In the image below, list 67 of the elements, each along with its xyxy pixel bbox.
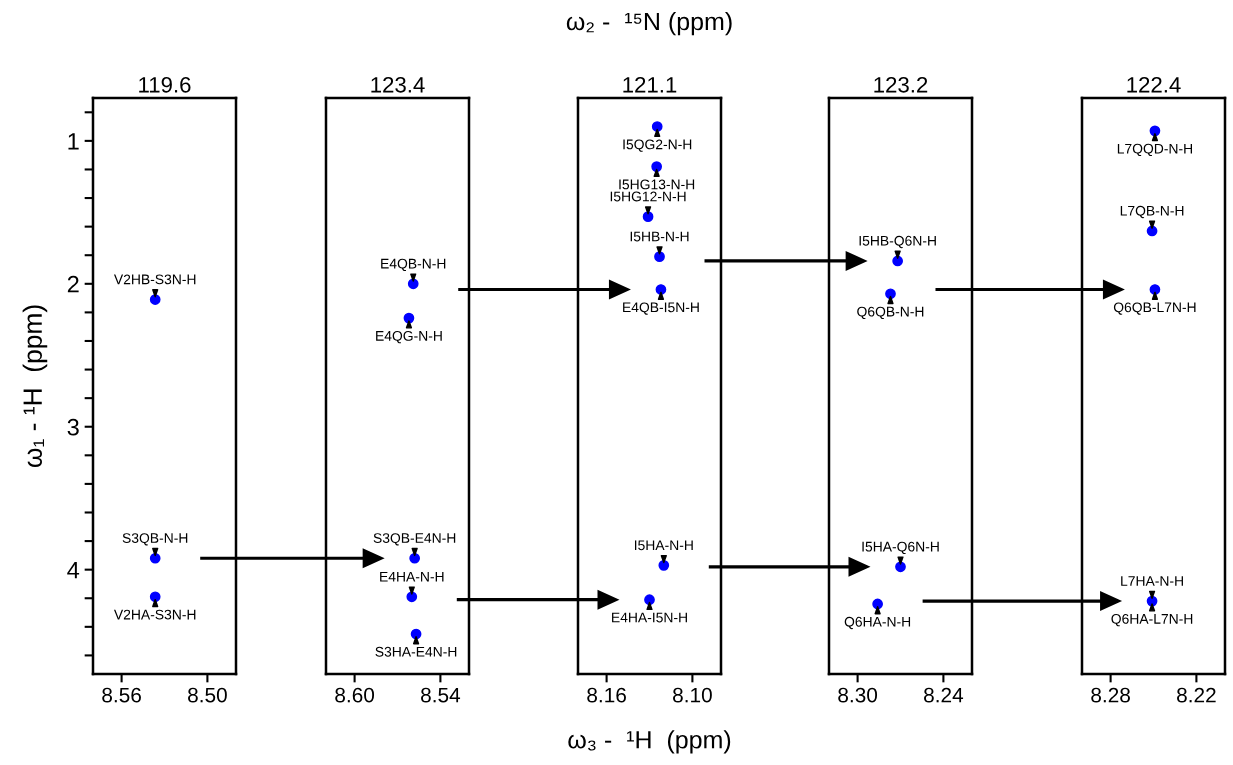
point bbox=[655, 284, 667, 295]
chart-title: 123.2 bbox=[874, 76, 928, 93]
chart-title: 123.4 bbox=[371, 76, 425, 93]
x-axis-title: ω₃ - ¹H (ppm) bbox=[568, 730, 731, 754]
annotation: S3HA-E4N-H bbox=[375, 646, 457, 657]
y-tick-label: 2 bbox=[67, 275, 79, 293]
point bbox=[644, 594, 655, 606]
x-tick-label: 8.22 bbox=[1177, 687, 1216, 703]
point bbox=[651, 121, 663, 132]
point bbox=[407, 278, 419, 290]
chart-title: 122.4 bbox=[1127, 76, 1181, 93]
annotation: E4QG-N-H bbox=[376, 330, 442, 344]
x-tick-label: 8.10 bbox=[673, 687, 712, 703]
point bbox=[658, 560, 670, 571]
annotation: S3QB-E4N-H bbox=[373, 533, 456, 546]
chart-subtitle: ω₂ - ¹⁵N (ppm) bbox=[566, 12, 732, 36]
point bbox=[149, 591, 161, 603]
point bbox=[895, 561, 906, 573]
annotation: L7HA-N-H bbox=[1121, 576, 1183, 586]
annotation: L7QQD-N-H bbox=[1117, 143, 1192, 157]
annotation: I5HA-Q6N-H bbox=[862, 541, 939, 555]
point bbox=[410, 628, 422, 640]
point bbox=[642, 211, 654, 222]
x-tick-label: 8.16 bbox=[587, 687, 626, 703]
x-tick-label: 8.24 bbox=[924, 687, 964, 703]
annotation: I5HG12-N-H bbox=[610, 191, 686, 202]
annotation: I5HB-N-H bbox=[630, 231, 689, 242]
annotation: L7QB-N-H bbox=[1120, 205, 1184, 219]
annotation: I5HA-N-H bbox=[634, 540, 693, 551]
point bbox=[892, 255, 903, 267]
annotation: E4QB-I5N-H bbox=[623, 302, 699, 315]
annotation: I5HG13-N-H bbox=[619, 179, 695, 190]
annotation: V2HB-S3N-H bbox=[113, 274, 196, 285]
annotation: Q6QB-N-H bbox=[857, 306, 924, 319]
annotation: S3QB-N-H bbox=[122, 533, 188, 546]
point bbox=[654, 251, 665, 263]
x-tick-label: 8.30 bbox=[838, 687, 878, 703]
y-tick-label: 4 bbox=[67, 561, 80, 579]
x-tick-label: 8.60 bbox=[335, 687, 375, 703]
x-tick-label: 8.28 bbox=[1091, 687, 1130, 703]
annotation: Q6QB-L7N-H bbox=[1113, 302, 1196, 315]
y-axis-title: ω₁ - ¹H (ppm) bbox=[22, 305, 48, 468]
y-tick-label: 1 bbox=[68, 133, 79, 150]
annotation: E4HA-N-H bbox=[380, 571, 444, 582]
annotation: V2HA-S3N-H bbox=[113, 609, 196, 620]
annotation: E4QB-N-H bbox=[381, 258, 446, 272]
annotation: E4HA-I5N-H bbox=[612, 612, 687, 623]
annotation: I5HB-Q6N-H bbox=[859, 235, 936, 249]
annotation: I5QG2-N-H bbox=[623, 139, 692, 152]
point bbox=[1149, 284, 1161, 295]
point bbox=[1146, 225, 1158, 237]
chart-title: 121.1 bbox=[623, 76, 677, 93]
point bbox=[409, 552, 421, 564]
point bbox=[651, 161, 663, 172]
x-tick-label: 8.50 bbox=[188, 687, 227, 703]
annotation: Q6HA-L7N-H bbox=[1111, 613, 1193, 627]
y-tick-label: 3 bbox=[67, 418, 79, 436]
x-tick-label: 8.54 bbox=[421, 687, 461, 703]
x-tick-label: 8.56 bbox=[102, 687, 141, 703]
point bbox=[149, 552, 161, 564]
point bbox=[872, 598, 883, 610]
chart-title: 119.6 bbox=[139, 76, 191, 93]
point bbox=[149, 294, 161, 305]
annotation: Q6HA-N-H bbox=[844, 616, 911, 630]
point bbox=[1149, 125, 1161, 137]
point bbox=[403, 312, 415, 324]
point bbox=[406, 591, 418, 603]
